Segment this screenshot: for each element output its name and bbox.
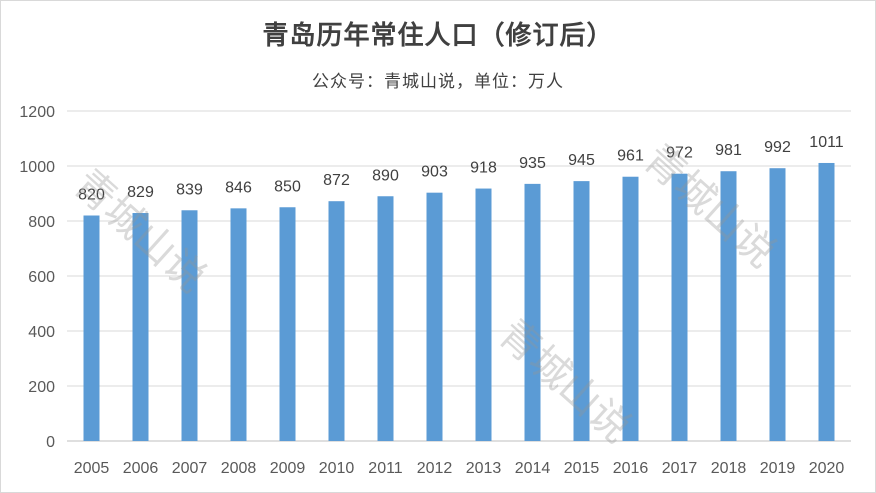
- x-tick-label: 2005: [74, 460, 110, 477]
- bar: [230, 208, 247, 441]
- x-tick-label: 2016: [613, 460, 649, 477]
- data-label: 903: [421, 164, 448, 181]
- y-tick-label: 1200: [19, 104, 55, 121]
- y-tick-label: 600: [28, 269, 55, 286]
- data-label: 839: [176, 181, 203, 198]
- bar: [671, 173, 688, 441]
- data-label: 935: [519, 155, 546, 172]
- data-label: 829: [127, 184, 154, 201]
- chart-title: 青岛历年常住人口（修订后）: [262, 21, 614, 51]
- bar: [377, 196, 394, 441]
- data-label: 918: [470, 160, 497, 177]
- watermark-text: 青城山说: [490, 311, 640, 452]
- data-label: 1011: [809, 134, 844, 151]
- bar: [426, 192, 443, 441]
- bar: [769, 168, 786, 441]
- x-tick-label: 2011: [368, 460, 403, 477]
- data-label: 972: [666, 145, 693, 162]
- bar: [83, 215, 100, 441]
- chart-subtitle: 公众号：青城山说，单位：万人: [312, 72, 564, 92]
- bar: [720, 171, 737, 441]
- bar: [132, 213, 149, 441]
- data-label: 890: [372, 167, 399, 184]
- bar: [818, 162, 835, 441]
- data-label: 820: [78, 187, 105, 204]
- bar: [328, 201, 345, 441]
- data-label: 981: [715, 142, 742, 159]
- x-tick-label: 2014: [515, 460, 551, 477]
- x-tick-label: 2017: [662, 460, 698, 477]
- bar: [524, 183, 541, 441]
- bar: [475, 188, 492, 441]
- x-tick-label: 2020: [809, 460, 845, 477]
- bar: [573, 181, 590, 441]
- x-tick-label: 2012: [417, 460, 453, 477]
- y-tick-label: 400: [28, 324, 55, 341]
- x-tick-label: 2009: [270, 460, 306, 477]
- data-label: 992: [764, 139, 791, 156]
- data-label: 850: [274, 178, 301, 195]
- x-tick-label: 2015: [564, 460, 600, 477]
- x-tick-label: 2010: [319, 460, 355, 477]
- x-tick-label: 2018: [711, 460, 747, 477]
- data-label: 961: [617, 148, 644, 165]
- y-tick-label: 0: [46, 434, 55, 451]
- bar: [622, 176, 639, 441]
- x-tick-label: 2007: [172, 460, 208, 477]
- y-tick-label: 800: [28, 214, 55, 231]
- y-tick-label: 200: [28, 379, 55, 396]
- x-tick-label: 2019: [760, 460, 796, 477]
- x-tick-label: 2013: [466, 460, 502, 477]
- bar: [279, 207, 296, 441]
- data-label: 945: [568, 152, 595, 169]
- data-label: 846: [225, 179, 252, 196]
- data-label: 872: [323, 172, 350, 189]
- bar: [181, 210, 198, 441]
- x-tick-label: 2008: [221, 460, 257, 477]
- y-tick-label: 1000: [19, 159, 55, 176]
- watermark-text: 青城山说: [635, 136, 785, 277]
- x-tick-label: 2006: [123, 460, 159, 477]
